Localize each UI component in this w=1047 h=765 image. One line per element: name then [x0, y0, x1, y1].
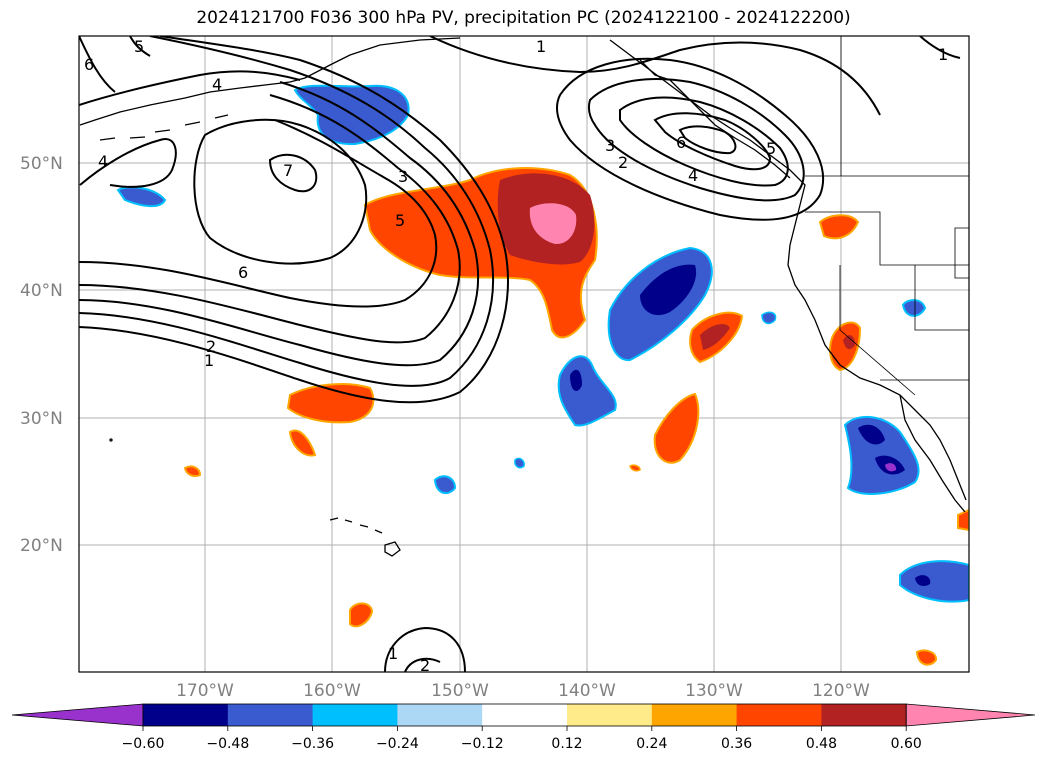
colorbar-segment — [312, 704, 398, 726]
colorbar-tick-label: −0.60 — [122, 736, 165, 752]
contour-label-3: 3 — [398, 167, 408, 186]
pv-contours — [79, 36, 961, 672]
lat-label-20: 20°N — [20, 536, 63, 556]
colorbar-tick-label: 0.48 — [806, 736, 837, 752]
colorbar-tick-label: −0.12 — [461, 736, 504, 752]
colorbar-segment — [651, 704, 738, 726]
lon-label-130w: 130°W — [685, 681, 743, 701]
map-frame — [78, 35, 970, 673]
colorbar-segment — [736, 704, 822, 726]
lon-label-150w: 150°W — [431, 681, 489, 701]
lat-label-50: 50°N — [20, 154, 63, 174]
map-title: 2024121700 F036 300 hPa PV, precipitatio… — [196, 8, 851, 28]
lat-label-40: 40°N — [20, 281, 63, 301]
lon-label-140w: 140°W — [558, 681, 616, 701]
contour-label-7: 7 — [283, 161, 293, 180]
colorbar-segment — [227, 704, 314, 726]
contour-label-2b: 2 — [420, 656, 430, 675]
colorbar-tick-label: 0.60 — [891, 736, 922, 752]
colorbar-tick-label: −0.24 — [376, 736, 419, 752]
contour-label-5b: 5 — [766, 139, 776, 158]
contour-label-4a: 4 — [212, 75, 222, 94]
colorbar-tick-label: 0.12 — [551, 736, 582, 752]
colorbar-tick-label: −0.48 — [206, 736, 249, 752]
contour-label-3a: 3 — [605, 136, 615, 155]
contour-label-2: 2 — [206, 337, 216, 356]
contour-label-1c: 1 — [388, 644, 398, 663]
contour-label-2a: 2 — [618, 153, 628, 172]
lon-label-160w: 160°W — [303, 681, 361, 701]
colorbar-tick-label: 0.36 — [721, 736, 752, 752]
colorbar-segment — [821, 704, 907, 726]
political-borders — [805, 36, 969, 396]
lon-label-170w: 170°W — [176, 681, 234, 701]
lon-label-120w: 120°W — [812, 681, 870, 701]
contour-label-6b: 6 — [676, 133, 686, 152]
contour-label-1a: 1 — [536, 37, 546, 56]
colorbar-segment — [482, 704, 568, 726]
colorbar-segment — [567, 704, 653, 726]
contour-label-6: 6 — [238, 263, 248, 282]
contour-label-4c: 4 — [688, 166, 698, 185]
colorbar-tick-label: −0.36 — [291, 736, 334, 752]
colorbar-segment — [397, 704, 483, 726]
colorbar-segment — [143, 704, 229, 726]
contour-label-4b: 4 — [98, 152, 108, 171]
contour-label-1: 1 — [204, 351, 214, 370]
lat-label-30: 30°N — [20, 409, 63, 429]
longitude-labels: 170°W 160°W 150°W 140°W 130°W 120°W — [176, 681, 870, 701]
contour-label-6a: 6 — [84, 55, 94, 74]
colorbar-extend-low — [11, 703, 144, 727]
colorbar: −0.60 −0.48 −0.36 −0.24 −0.12 0.12 0.24 0.36 0.4… — [11, 703, 1036, 752]
contour-label-5: 5 — [395, 211, 405, 230]
contour-label-1b: 1 — [938, 45, 948, 64]
precip-negative-areas — [116, 84, 969, 603]
map-area — [79, 36, 969, 672]
contour-label-5a: 5 — [134, 37, 144, 56]
colorbar-extend-high — [905, 703, 1036, 727]
latitude-labels: 50°N 40°N 30°N 20°N — [20, 154, 63, 556]
contour-labels: 1 2 3 5 6 7 4 4 6 5 1 3 2 4 6 5 1 1 2 — [84, 37, 948, 675]
coastlines — [79, 37, 967, 557]
colorbar-outline — [142, 703, 907, 727]
colorbar-tick-label: 0.24 — [636, 736, 667, 752]
